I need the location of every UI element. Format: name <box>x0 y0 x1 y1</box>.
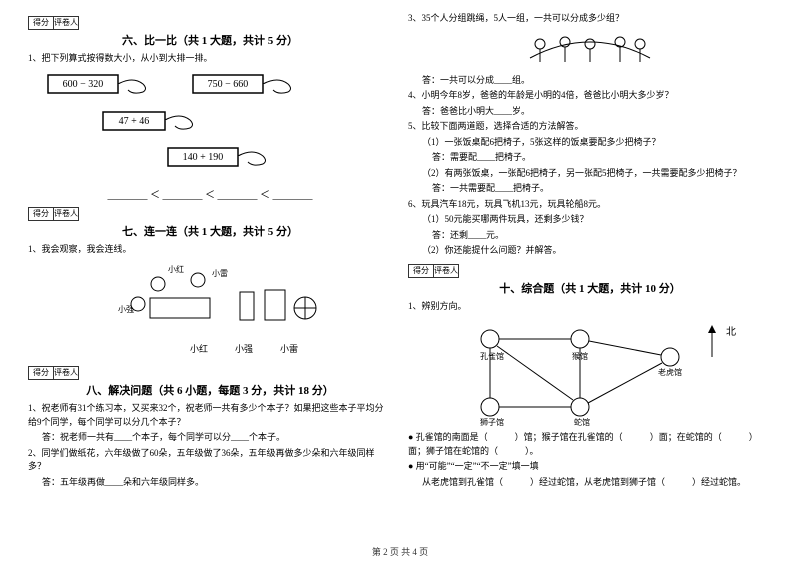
score-label: 得分 <box>29 17 54 30</box>
q8-2: 2、同学们做纸花，六年级做了60朵，五年级做了36朵，五年级再做多少朵和六年级同… <box>28 447 392 474</box>
section-7-title: 七、连一连（共 1 大题，共计 5 分） <box>28 223 392 239</box>
q8-5-2: （2）有两张饭桌，一张配6把椅子，另一张配5把椅子，一共需要配多少把椅子？ <box>408 167 772 181</box>
q8-5: 5、比较下面两道题，选择合适的方法解答。 <box>408 120 772 134</box>
page-footer: 第 2 页 共 4 页 <box>0 545 800 558</box>
match-diagram: 小红 小雷 小强 小红 小强 小雷 <box>28 260 392 360</box>
q8-1a: 答：祝老师一共有____个本子，每个同学可以分____个本子。 <box>28 431 392 445</box>
score-box: 得分 评卷人 <box>28 207 79 221</box>
q10-b2b: 从老虎馆到孔雀馆（ ）经过蛇馆，从老虎馆到狮子馆（ ）经过蛇馆。 <box>408 476 772 490</box>
score-box: 得分 评卷人 <box>28 16 79 30</box>
compare-blanks: ________ ＜ ________ ＜ ________ ＜ _______… <box>28 186 392 201</box>
lion-label: 狮子馆 <box>480 417 504 427</box>
label-top2: 小雷 <box>212 269 228 278</box>
tiger-label: 老虎馆 <box>658 367 682 377</box>
peacock-label: 孔雀馆 <box>480 351 504 361</box>
page-container: 得分 评卷人 六、比一比（共 1 大题，共计 5 分） 1、把下列算式按得数大小… <box>0 0 800 545</box>
q8-6-1: （1）50元能买哪两件玩具，还剩多少钱？ <box>408 213 772 227</box>
reviewer-label: 评卷人 <box>434 265 459 278</box>
expr-d: 140 + 190 <box>183 152 224 163</box>
q8-5-1: （1）一张饭桌配6把椅子，5张这样的饭桌要配多少把椅子？ <box>408 136 772 150</box>
expr-a: 600 − 320 <box>63 79 104 90</box>
score-box: 得分 评卷人 <box>28 366 79 380</box>
score-row-7: 得分 评卷人 <box>28 207 392 221</box>
jump-rope-image <box>408 30 772 70</box>
score-box: 得分 评卷人 <box>408 264 459 278</box>
q8-3a: 答：一共可以分成____组。 <box>408 74 772 88</box>
expr-b: 750 − 660 <box>208 79 249 90</box>
section-6-title: 六、比一比（共 1 大题，共计 5 分） <box>28 32 392 48</box>
q8-5-1a: 答：需要配____把椅子。 <box>408 151 772 165</box>
left-column: 得分 评卷人 六、比一比（共 1 大题，共计 5 分） 1、把下列算式按得数大小… <box>20 10 400 545</box>
q10-b2: ● 用“可能”“一定”“不一定”填一填 <box>408 460 772 474</box>
expr-c: 47 + 46 <box>119 116 150 127</box>
reviewer-label: 评卷人 <box>54 367 79 380</box>
section-10-title: 十、综合题（共 1 大题，共计 10 分） <box>408 280 772 296</box>
zoo-map: 北 孔雀馆 猴馆 老虎馆 狮子馆 蛇馆 <box>408 317 772 427</box>
score-label: 得分 <box>29 208 54 221</box>
score-row-8: 得分 评卷人 <box>28 366 392 380</box>
bird-diagram: 600 − 320 750 − 660 47 + 46 140 + 190 <box>28 70 392 180</box>
q8-4a: 答：爸爸比小明大____岁。 <box>408 105 772 119</box>
score-row-6: 得分 评卷人 <box>28 16 392 30</box>
score-row-10: 得分 评卷人 <box>408 264 772 278</box>
score-label: 得分 <box>29 367 54 380</box>
q8-6-1a: 答：还剩____元。 <box>408 229 772 243</box>
reviewer-label: 评卷人 <box>54 208 79 221</box>
label-b2: 小强 <box>235 344 253 354</box>
reviewer-label: 评卷人 <box>54 17 79 30</box>
q10-1: 1、辨别方向。 <box>408 300 772 314</box>
north-label: 北 <box>726 326 736 338</box>
q6-1: 1、把下列算式按得数大小，从小到大排一排。 <box>28 52 392 66</box>
q8-6-2: （2）你还能提什么问题？并解答。 <box>408 244 772 258</box>
q8-1: 1、祝老师有31个练习本，又买来32个，祝老师一共有多少个本子？如果把这些本子平… <box>28 402 392 429</box>
score-label: 得分 <box>409 265 434 278</box>
q8-3: 3、35个人分组跳绳，5人一组，一共可以分成多少组？ <box>408 12 772 26</box>
q7-1: 1、我会观察，我会连线。 <box>28 243 392 257</box>
q8-6: 6、玩具汽车18元，玩具飞机13元，玩具轮船8元。 <box>408 198 772 212</box>
q8-4: 4、小明今年8岁，爸爸的年龄是小明的4倍，爸爸比小明大多少岁？ <box>408 89 772 103</box>
label-b3: 小雷 <box>280 344 298 354</box>
q8-2a: 答：五年级再做____朵和六年级同样多。 <box>28 476 392 490</box>
right-column: 3、35个人分组跳绳，5人一组，一共可以分成多少组？ 答：一共可以分成____组… <box>400 10 780 545</box>
label-b1: 小红 <box>190 343 208 354</box>
label-top1: 小红 <box>168 264 184 274</box>
snake-label: 蛇馆 <box>574 417 590 427</box>
q8-5-2a: 答：一共需要配____把椅子。 <box>408 182 772 196</box>
section-8-title: 八、解决问题（共 6 小题，每题 3 分，共计 18 分） <box>28 382 392 398</box>
q10-b1: ● 孔雀馆的南面是（ ）馆；猴子馆在孔雀馆的（ ）面；在蛇馆的（ ）面；狮子馆在… <box>408 431 772 458</box>
